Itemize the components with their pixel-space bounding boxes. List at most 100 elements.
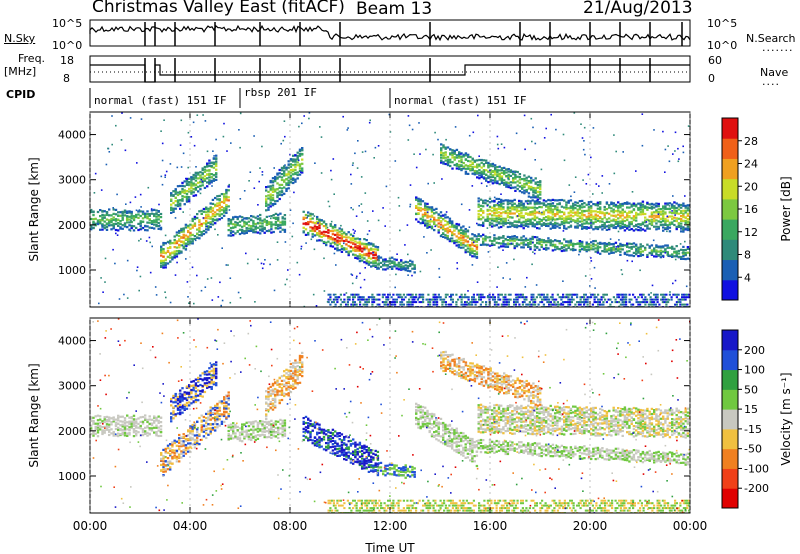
heat-cell [635, 170, 637, 172]
heat-cell [371, 301, 374, 304]
heat-cell [92, 434, 95, 437]
heat-cell [682, 228, 685, 231]
heat-cell [400, 266, 403, 269]
heat-cell [333, 241, 336, 244]
heat-cell [276, 172, 279, 175]
heat-cell [480, 166, 483, 169]
heat-cell [602, 303, 605, 306]
heat-cell [603, 242, 606, 245]
heat-cell [144, 418, 147, 421]
heat-cell [536, 199, 539, 202]
heat-cell [100, 277, 102, 279]
heat-cell [245, 221, 248, 224]
heat-cell [560, 198, 564, 202]
heat-cell [556, 222, 559, 225]
heat-cell [381, 293, 384, 296]
heat-cell [675, 245, 678, 248]
heat-cell [334, 224, 337, 227]
heat-cell [135, 209, 138, 212]
heat-cell [265, 189, 268, 192]
heat-cell [502, 249, 504, 251]
heat-cell [565, 249, 568, 252]
heat-cell [374, 146, 377, 149]
heat-cell [191, 443, 194, 446]
heat-cell [370, 257, 373, 260]
heat-cell [666, 219, 669, 222]
heat-cell [659, 210, 663, 213]
heat-cell [675, 254, 678, 257]
heat-cell [207, 225, 210, 228]
heat-cell [469, 168, 472, 171]
heat-cell [283, 223, 287, 226]
heat-cell [316, 217, 319, 221]
heat-cell [190, 176, 193, 179]
heat-cell [567, 207, 570, 210]
heat-cell [413, 153, 415, 155]
heat-cell [460, 203, 463, 206]
heat-cell [533, 203, 537, 206]
freq-unit-label: [MHz] [4, 65, 37, 78]
heat-cell [482, 224, 485, 227]
heat-cell [203, 186, 207, 189]
heat-cell [534, 187, 537, 190]
heat-cell [218, 218, 221, 221]
heat-cell [374, 262, 377, 265]
heat-cell [336, 244, 339, 247]
heat-cell [469, 244, 472, 247]
heat-cell [250, 227, 253, 230]
heat-cell [123, 209, 127, 212]
heat-cell [126, 218, 129, 221]
heat-cell [682, 145, 684, 148]
heat-cell [474, 298, 477, 301]
heat-cell [529, 218, 532, 221]
heat-cell [457, 223, 461, 226]
heat-cell [542, 296, 545, 299]
heat-cell [648, 206, 651, 209]
heat-cell [90, 419, 93, 423]
heat-cell [223, 209, 226, 212]
heat-cell [126, 217, 129, 220]
heat-cell [562, 301, 565, 304]
heat-cell [479, 214, 483, 217]
heat-cell [677, 249, 681, 252]
heat-cell [542, 223, 546, 226]
heat-cell [250, 215, 253, 218]
heat-cell [556, 212, 559, 215]
heat-cell [314, 162, 316, 164]
heat-cell [211, 299, 214, 301]
heat-cell [569, 214, 573, 217]
heat-cell [126, 221, 129, 224]
heat-cell [464, 232, 467, 235]
heat-cell [191, 266, 194, 269]
heat-cell [623, 225, 627, 228]
heat-cell [189, 450, 192, 454]
heat-cell [521, 187, 524, 190]
heat-cell [429, 303, 432, 306]
heat-cell [488, 197, 492, 200]
heat-cell [92, 422, 95, 425]
heat-cell [331, 225, 335, 228]
heat-cell [587, 212, 591, 215]
heat-cell [484, 235, 487, 238]
heat-cell [225, 211, 228, 214]
heat-cell [225, 192, 228, 195]
heat-cell [593, 296, 596, 299]
heat-cell [662, 250, 665, 253]
heat-cell [532, 179, 535, 182]
heat-cell [269, 181, 272, 184]
heat-cell [535, 284, 538, 286]
heat-cell [160, 459, 163, 462]
heat-cell [682, 251, 685, 254]
heat-cell [569, 211, 573, 214]
heat-cell [473, 253, 476, 256]
heat-cell [283, 165, 286, 168]
heat-cell [542, 293, 545, 296]
heat-cell [666, 202, 669, 205]
heat-cell [684, 206, 687, 209]
heat-cell [388, 265, 392, 268]
heat-cell [610, 219, 613, 222]
heat-cell [285, 187, 288, 190]
heat-cell [137, 228, 140, 232]
heat-cell [352, 246, 355, 250]
heat-cell [432, 303, 435, 306]
